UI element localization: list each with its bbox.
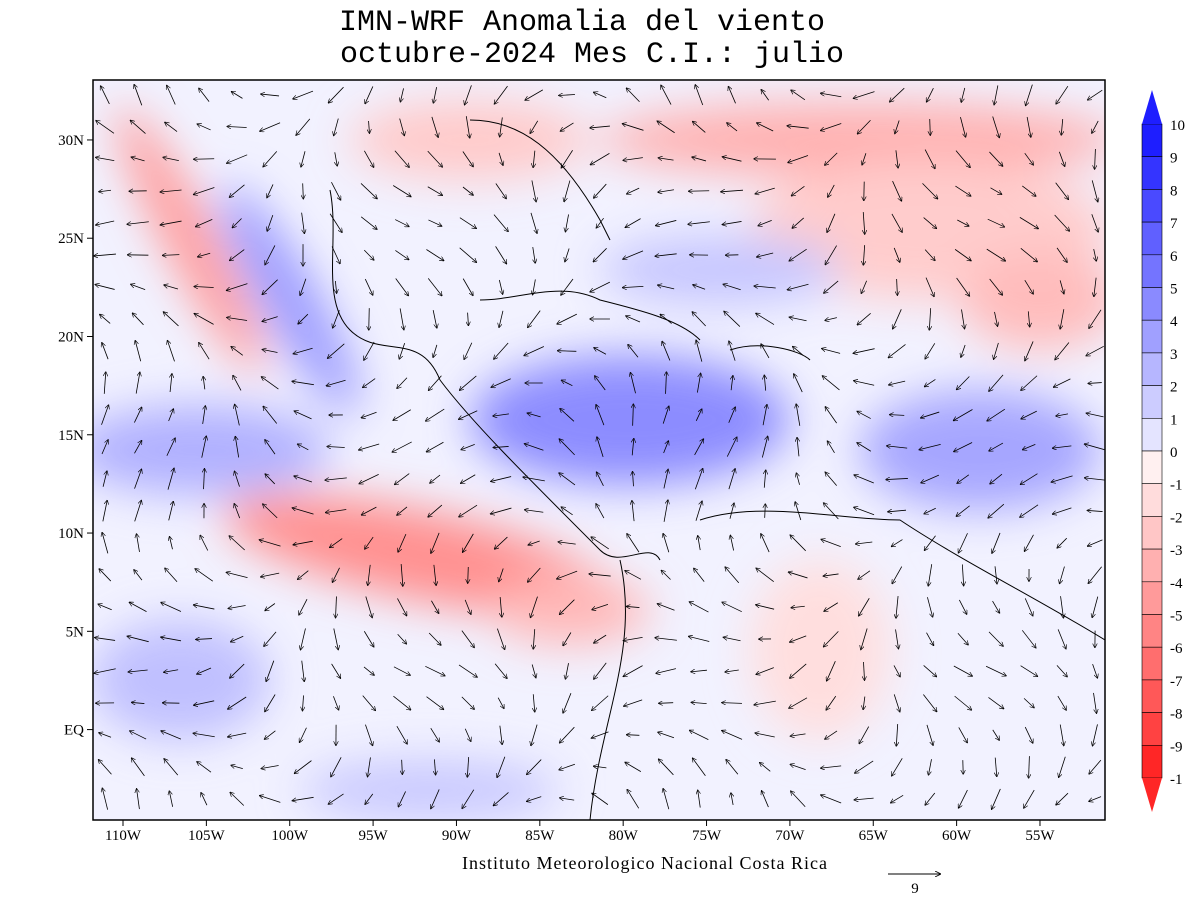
colorbar-label: 9 <box>1170 151 1178 167</box>
colorbar-label: 5 <box>1170 282 1178 298</box>
colorbar-label: 7 <box>1170 216 1178 232</box>
colorbar-box <box>1142 451 1162 484</box>
wind-arrow <box>468 567 469 583</box>
colorbar-label: 3 <box>1170 347 1178 363</box>
colorbar-box <box>1142 713 1162 746</box>
y-tick-label: 5N <box>66 624 85 640</box>
colorbar-label: -7 <box>1170 674 1183 690</box>
x-tick-label: 75W <box>692 828 722 844</box>
colorbar-label: -2 <box>1170 510 1183 526</box>
colorbar-label: -4 <box>1170 576 1183 592</box>
colorbar-label: 10 <box>1170 118 1185 134</box>
x-tick-label: 60W <box>942 828 972 844</box>
colorbar-label: 1 <box>1170 412 1178 428</box>
colorbar-label: -3 <box>1170 543 1183 559</box>
title: IMN-WRF Anomalia del viento <box>339 6 825 40</box>
colorbar-label: 4 <box>1170 314 1178 330</box>
colorbar-box <box>1142 124 1162 157</box>
wind-arrow <box>194 159 214 160</box>
x-tick-label: 105W <box>188 828 226 844</box>
wind-arrow <box>689 191 709 192</box>
colorbar-box <box>1142 353 1162 386</box>
colorbar-box <box>1142 157 1162 190</box>
colorbar-label: -1 <box>1170 772 1183 788</box>
y-tick-label: 20N <box>58 329 84 345</box>
anomaly-field <box>70 80 1120 820</box>
colorbar-label: 6 <box>1170 249 1178 265</box>
colorbar-label: 0 <box>1170 445 1178 461</box>
x-tick-label: 55W <box>1025 828 1055 844</box>
x-tick-label: 110W <box>105 828 142 844</box>
subtitle: octubre-2024 Mes C.I.: julio <box>340 38 844 72</box>
colorbar-box <box>1142 320 1162 353</box>
colorbar-label: 8 <box>1170 183 1178 199</box>
x-tick-label: 80W <box>609 828 639 844</box>
y-tick-label: 25N <box>58 231 84 247</box>
colorbar-box <box>1142 386 1162 419</box>
colorbar-box <box>1142 582 1162 615</box>
colorbar-label: -9 <box>1170 739 1183 755</box>
colorbar-box <box>1142 288 1162 321</box>
y-tick-label: 30N <box>58 133 84 149</box>
colorbar-box <box>1142 516 1162 549</box>
colorbar-box <box>1142 255 1162 288</box>
colorbar-box <box>1142 418 1162 451</box>
colorbar-box <box>1142 647 1162 680</box>
y-tick-label: 10N <box>58 526 84 542</box>
colorbar-label: -5 <box>1170 609 1183 625</box>
x-tick-label: 65W <box>859 828 889 844</box>
colorbar-label: -6 <box>1170 641 1183 657</box>
colorbar-box <box>1142 484 1162 517</box>
colorbar-label: -1 <box>1170 478 1183 494</box>
colorbar-box <box>1142 549 1162 582</box>
colorbar-box <box>1142 222 1162 255</box>
colorbar-label: -8 <box>1170 707 1183 723</box>
footer: Instituto Meteorologico Nacional Costa R… <box>462 853 828 873</box>
x-tick-label: 100W <box>271 828 309 844</box>
colorbar-box <box>1142 745 1162 778</box>
colorbar-box <box>1142 189 1162 222</box>
colorbar-bottom-triangle <box>1142 778 1162 812</box>
x-tick-label: 90W <box>442 828 472 844</box>
colorbar-label: 2 <box>1170 380 1178 396</box>
reference-vector-label: 9 <box>911 881 919 897</box>
colorbar-box <box>1142 615 1162 648</box>
y-tick-label: 15N <box>58 428 84 444</box>
wind-arrow <box>930 119 931 135</box>
x-tick-label: 85W <box>525 828 555 844</box>
colorbar-top-triangle <box>1142 90 1162 124</box>
colorbar-box <box>1142 680 1162 713</box>
y-tick-label: EQ <box>64 723 84 739</box>
x-tick-label: 95W <box>359 828 389 844</box>
x-tick-label: 70W <box>775 828 805 844</box>
